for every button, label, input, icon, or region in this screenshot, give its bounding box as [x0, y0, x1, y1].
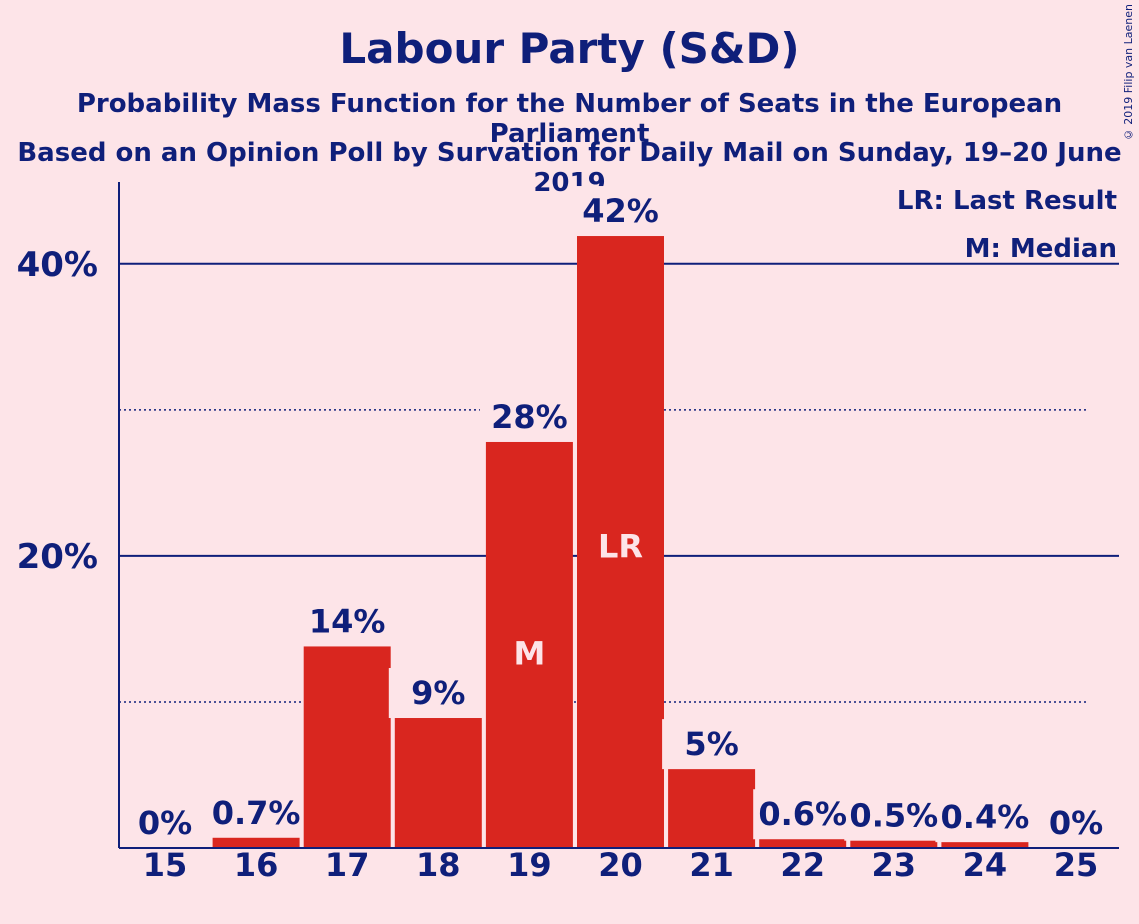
- label-backdrop-18: [388, 668, 488, 719]
- x-tick-label-16: 16: [234, 846, 279, 884]
- x-tick-label-23: 23: [872, 846, 917, 884]
- y-tick-label-40: 40%: [17, 245, 98, 285]
- bar-22: [759, 839, 847, 848]
- x-tick-label-24: 24: [963, 846, 1008, 884]
- value-labels: 0% 15 0.7% 16 14% 17 9% 18 28% 19 M 42% 20 LR 5% 21 0.6%…: [138, 192, 1103, 884]
- value-label-22: 0.6%: [758, 795, 847, 833]
- bar-17: [303, 646, 391, 848]
- chart-subtitle-2: Based on an Opinion Poll by Survation fo…: [17, 138, 1122, 198]
- x-tick-label-17: 17: [325, 846, 370, 884]
- label-backdrop-24: [935, 792, 1035, 843]
- value-label-20: 42%: [582, 192, 659, 230]
- label-backdrop-21: [662, 719, 762, 770]
- legend-last-result: LR: Last Result: [897, 186, 1117, 216]
- x-tick-label-19: 19: [507, 846, 552, 884]
- label-backdrop-23: [844, 790, 944, 841]
- bar-24: [941, 842, 1029, 848]
- bar-23: [850, 840, 938, 848]
- label-backdrop-20: [571, 186, 670, 237]
- x-tick-label-25: 25: [1054, 846, 1099, 884]
- x-tick-label-22: 22: [780, 846, 825, 884]
- x-tick-label-20: 20: [598, 846, 643, 884]
- value-label-17: 14%: [309, 602, 386, 640]
- bar-20: [577, 236, 664, 848]
- chart-subtitle-1: Probability Mass Function for the Number…: [76, 89, 1063, 149]
- label-backdrop-19: [479, 391, 579, 442]
- legend-median: M: Median: [965, 234, 1117, 264]
- x-tick-label-18: 18: [416, 846, 461, 884]
- value-label-15: 0%: [138, 804, 192, 842]
- value-label-19: 28%: [491, 398, 568, 436]
- value-label-21: 5%: [684, 725, 738, 763]
- bar-21: [668, 769, 756, 848]
- bar-19: [485, 441, 573, 848]
- bar-mark-m: M: [513, 634, 545, 672]
- x-tick-label-15: 15: [143, 846, 188, 884]
- bar-18: [394, 718, 482, 848]
- axes: [118, 182, 1119, 849]
- label-backdrop-17: [297, 596, 397, 647]
- x-tick-label-21: 21: [689, 846, 734, 884]
- bar-16: [212, 837, 300, 848]
- label-backdrop-22: [753, 789, 853, 840]
- value-label-18: 9%: [411, 674, 465, 712]
- value-label-16: 0.7%: [212, 794, 301, 832]
- value-label-24: 0.4%: [941, 798, 1030, 836]
- bars: [206, 186, 1035, 848]
- y-tick-label-20: 20%: [17, 537, 98, 577]
- label-backdrop-16: [206, 787, 306, 838]
- value-label-23: 0.5%: [849, 797, 938, 835]
- bar-mark-lr: LR: [598, 528, 643, 566]
- chart-title: Labour Party (S&D): [339, 24, 800, 73]
- value-label-25: 0%: [1049, 804, 1103, 842]
